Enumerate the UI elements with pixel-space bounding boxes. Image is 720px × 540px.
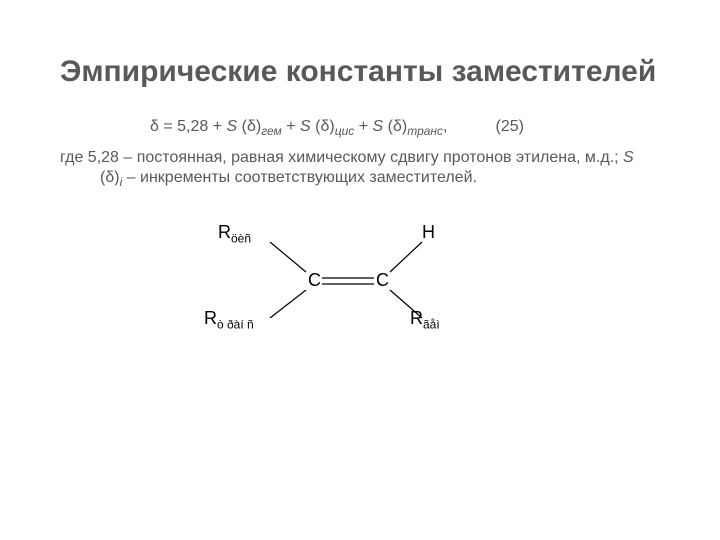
eq-const: 5,28 [177, 118, 208, 135]
eq-delta: δ [150, 118, 159, 135]
equation-number: (25) [495, 118, 523, 136]
r-gem-sub: ãåì [423, 317, 440, 331]
eq-S-2: S [300, 118, 311, 135]
atom-h: H [422, 222, 435, 243]
desc-const: 5,28 [88, 149, 119, 166]
group-r-trans: Rò ðàí ñ [204, 308, 254, 332]
eq-plus-3: + [359, 118, 368, 135]
r-cis-prefix: R [218, 222, 231, 242]
atom-c1: C [308, 270, 321, 291]
eq-eq: = [163, 118, 172, 135]
r-gem-prefix: R [410, 308, 423, 328]
r-trans-prefix: R [204, 308, 217, 328]
eq-S-1: S [227, 118, 238, 135]
slide-title: Эмпирические константы заместителей [60, 55, 660, 90]
eq-open-1: (δ) [242, 118, 262, 135]
equation-row: δ = 5,28 + S (δ)гем + S (δ)цис + S (δ)тр… [150, 118, 660, 138]
r-trans-sub: ò ðàí ñ [217, 317, 254, 331]
r-cis-sub: öèñ [231, 231, 251, 245]
eq-open-3: (δ) [388, 118, 408, 135]
desc-part2: – инкременты соответствующих заместителе… [122, 169, 477, 186]
eq-comma: , [443, 118, 447, 135]
desc-prefix: где [60, 149, 88, 166]
group-r-gem: Rãåì [410, 308, 440, 332]
slide: Эмпирические константы заместителей δ = … [0, 0, 720, 540]
desc-open: (δ) [100, 169, 120, 186]
atom-c2: C [376, 270, 389, 291]
eq-plus-1: + [213, 118, 222, 135]
desc-S: S [623, 149, 634, 166]
desc-part1: – постоянная, равная химическому сдвигу … [119, 149, 623, 166]
eq-sub-cis: цис [335, 124, 355, 138]
eq-sub-trans: транс [407, 124, 443, 138]
eq-S-3: S [373, 118, 384, 135]
eq-open-2: (δ) [315, 118, 335, 135]
molecule-diagram: C C H Röèñ Rò ðàí ñ Rãåì [200, 220, 470, 340]
eq-sub-gem: гем [261, 124, 282, 138]
description: где 5,28 – постоянная, равная химическом… [60, 148, 660, 190]
group-r-cis: Röèñ [218, 222, 251, 246]
eq-plus-2: + [286, 118, 295, 135]
equation: δ = 5,28 + S (δ)гем + S (δ)цис + S (δ)тр… [150, 118, 447, 138]
